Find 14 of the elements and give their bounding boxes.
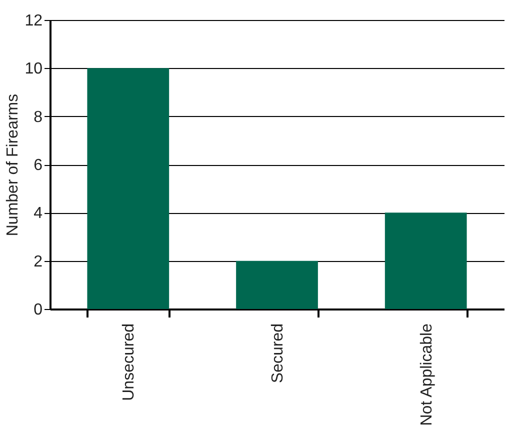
y-tick-label: 4 [34, 205, 43, 222]
y-tick-label: 12 [24, 12, 43, 30]
x-tick-label: Not Applicable [418, 323, 436, 426]
x-tick-label: Unsecured [120, 324, 138, 401]
y-tick-label: 2 [34, 253, 43, 270]
y-tick-label: 10 [24, 60, 43, 78]
y-tick-label: 0 [34, 302, 43, 318]
bar [236, 260, 318, 309]
y-tick-label: 6 [34, 157, 43, 174]
y-axis-title: Number of Firearms [4, 94, 22, 236]
y-tick-label: 8 [34, 108, 43, 126]
bar [87, 68, 170, 309]
bar [384, 212, 467, 309]
x-tick-label: Secured [270, 324, 286, 384]
